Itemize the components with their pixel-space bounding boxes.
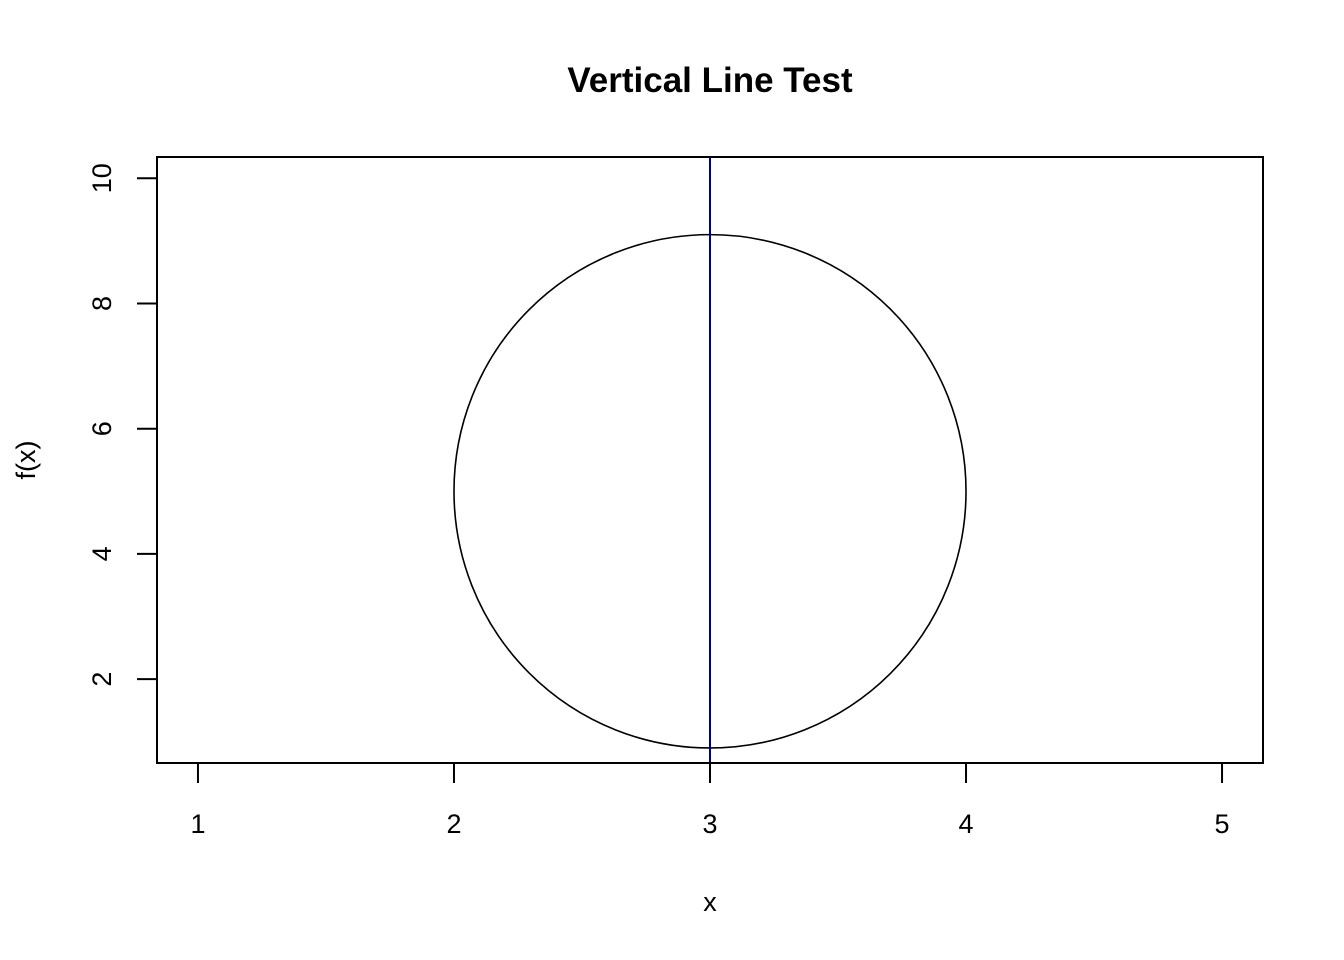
- y-tick-label: 6: [87, 421, 117, 436]
- x-tick-label: 5: [1215, 809, 1230, 839]
- y-tick-label: 4: [87, 546, 117, 561]
- y-axis: 2 4 6 8 10: [87, 163, 158, 687]
- y-tick-label: 10: [87, 163, 117, 193]
- y-axis-label: f(x): [11, 441, 41, 480]
- plot-area: [156, 156, 1264, 764]
- x-axis: 1 2 3 4 5: [190, 762, 1230, 839]
- y-tick-label: 8: [87, 296, 117, 311]
- x-tick-label: 2: [446, 809, 461, 839]
- x-axis-label: x: [703, 887, 717, 917]
- chart-title: Vertical Line Test: [567, 61, 853, 100]
- x-tick-label: 3: [702, 809, 717, 839]
- x-tick-label: 4: [959, 809, 974, 839]
- y-tick-label: 2: [87, 672, 117, 687]
- x-tick-label: 1: [190, 809, 205, 839]
